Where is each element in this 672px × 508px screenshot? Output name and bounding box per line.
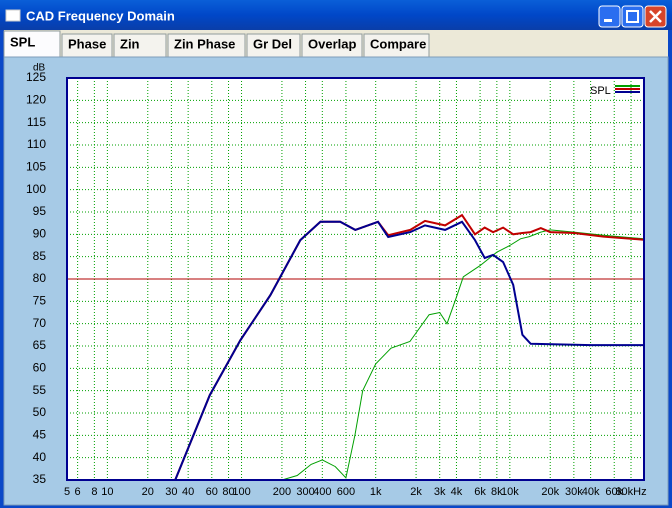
x-tick-label: 6 <box>75 486 81 498</box>
y-tick-label: 55 <box>33 383 47 397</box>
y-tick-label: 45 <box>33 428 47 442</box>
plot-border <box>66 77 645 481</box>
y-tick-label: 100 <box>26 182 46 196</box>
x-tick-label: 60 <box>206 486 218 498</box>
title-bar <box>0 0 672 30</box>
x-tick-label: 8 <box>91 486 97 498</box>
y-axis-label: dB <box>33 63 46 74</box>
x-tick-label: 200 <box>273 486 291 498</box>
x-tick-label: 400 <box>313 486 331 498</box>
y-tick-label: 80 <box>33 271 47 285</box>
y-tick-label: 90 <box>33 227 47 241</box>
x-tick-label: 10 <box>101 486 113 498</box>
minimize-button[interactable] <box>598 5 621 28</box>
x-tick-label: 1k <box>370 486 382 498</box>
maximize-button[interactable] <box>621 5 644 28</box>
x-tick-label: 6k <box>474 486 486 498</box>
x-tick-label: 40k <box>582 486 600 498</box>
tab[interactable]: Gr Del <box>246 33 301 58</box>
tab[interactable]: Zin <box>113 33 167 58</box>
y-tick-label: 70 <box>33 316 47 330</box>
x-tick-label: 2k <box>410 486 422 498</box>
x-tick-label: 5 <box>64 486 70 498</box>
tab[interactable]: Zin Phase <box>167 33 246 58</box>
y-tick-label: 75 <box>33 294 47 308</box>
x-tick-label: 40 <box>182 486 194 498</box>
tab[interactable]: Overlap <box>301 33 363 58</box>
x-tick-label: 10k <box>501 486 519 498</box>
x-tick-label: 100 <box>232 486 250 498</box>
x-tick-label: 600 <box>337 486 355 498</box>
series-line <box>174 220 644 481</box>
y-tick-label: 105 <box>26 160 46 174</box>
y-tick-label: 35 <box>33 472 47 486</box>
window-title: CAD Frequency Domain <box>26 8 175 23</box>
x-tick-label: 80 <box>222 486 234 498</box>
x-tick-label: 8k <box>491 486 503 498</box>
y-tick-label: 60 <box>33 361 47 375</box>
tab[interactable]: SPL <box>3 30 61 59</box>
tab-label: Zin Phase <box>174 36 235 51</box>
y-tick-label: 120 <box>26 93 46 107</box>
y-tick-label: 65 <box>33 338 47 352</box>
x-tick-label: 3k <box>434 486 446 498</box>
y-tick-label: 110 <box>27 137 46 151</box>
series-line <box>171 229 645 481</box>
tab-label: Overlap <box>308 36 356 51</box>
tab[interactable]: Compare <box>363 33 430 58</box>
y-tick-label: 50 <box>33 405 47 419</box>
tab-label: Phase <box>68 36 106 51</box>
tab-label: SPL <box>10 34 35 49</box>
legend-label: SPL <box>590 85 611 97</box>
tab[interactable]: Phase <box>61 33 113 58</box>
x-tick-label: 300 <box>296 486 314 498</box>
x-tick-label: 80kHz <box>615 486 646 498</box>
tab-label: Gr Del <box>253 36 292 51</box>
x-tick-label: 20 <box>142 486 154 498</box>
x-tick-label: 4k <box>451 486 463 498</box>
close-button[interactable] <box>644 5 667 28</box>
tab-label: Compare <box>370 36 426 51</box>
y-tick-label: 95 <box>33 204 47 218</box>
tab-label: Zin <box>120 36 140 51</box>
y-tick-label: 125 <box>26 70 46 84</box>
x-tick-label: 20k <box>541 486 559 498</box>
app-icon <box>5 9 21 22</box>
y-tick-label: 85 <box>33 249 47 263</box>
y-tick-label: 40 <box>33 450 47 464</box>
y-tick-label: 115 <box>27 115 46 129</box>
x-tick-label: 30 <box>165 486 177 498</box>
x-tick-label: 60k <box>605 486 623 498</box>
x-tick-label: 30k <box>565 486 583 498</box>
